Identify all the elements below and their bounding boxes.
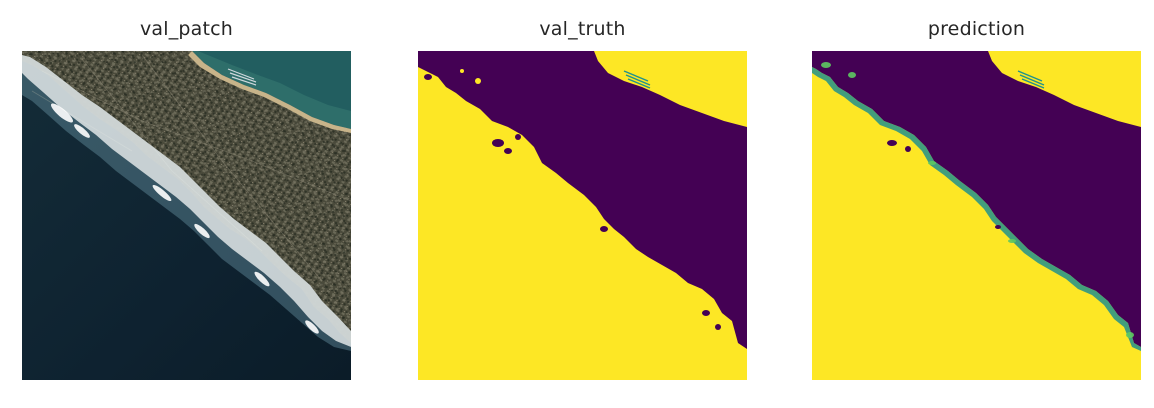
panel-title-prediction: prediction [927, 18, 1026, 40]
panel-prediction: prediction [812, 0, 1141, 408]
panel-title-val-patch: val_patch [139, 18, 234, 40]
truth-mask-image [418, 51, 747, 380]
prediction-mask-image [812, 51, 1141, 380]
panel-val-truth: val_truth [418, 0, 747, 408]
panel-val-patch: val_patch [22, 0, 351, 408]
panel-title-val-truth: val_truth [539, 18, 626, 40]
satellite-image [22, 51, 351, 380]
